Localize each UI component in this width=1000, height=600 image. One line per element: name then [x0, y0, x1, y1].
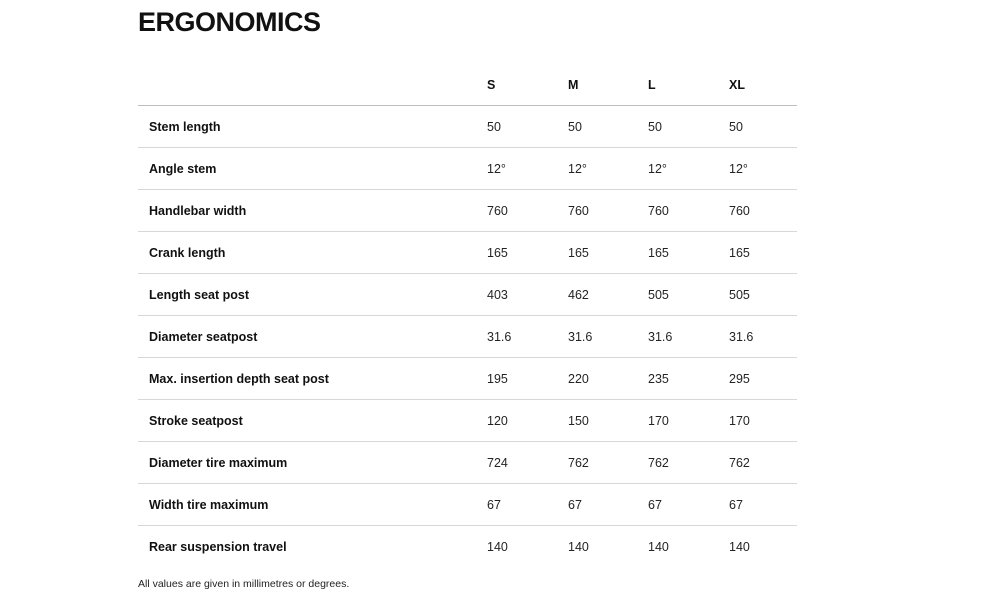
- cell-s: 31.6: [487, 329, 512, 344]
- cell-xl: 762: [729, 455, 750, 470]
- row-label: Max. insertion depth seat post: [149, 371, 329, 386]
- cell-m: 462: [568, 287, 589, 302]
- cell-l: 165: [648, 245, 669, 260]
- row-label: Handlebar width: [149, 203, 247, 218]
- cell-s: 195: [487, 371, 508, 386]
- cell-xl: 165: [729, 245, 750, 260]
- cell-m: 50: [568, 119, 582, 134]
- row-label: Width tire maximum: [149, 497, 269, 512]
- cell-s: 140: [487, 540, 508, 554]
- cell-xl: 140: [729, 540, 750, 554]
- cell-xl: 505: [729, 287, 750, 302]
- table-row: Max. insertion depth seat post 195 220 2…: [138, 358, 797, 400]
- table-row: Stem length 50 50 50 50: [138, 106, 797, 148]
- cell-m: 140: [568, 540, 589, 554]
- table-row: Crank length 165 165 165 165: [138, 232, 797, 274]
- cell-m: 760: [568, 203, 589, 218]
- column-header-xl: XL: [729, 78, 745, 92]
- cell-l: 762: [648, 455, 669, 470]
- cell-s: 403: [487, 287, 508, 302]
- table-row: Handlebar width 760 760 760 760: [138, 190, 797, 232]
- cell-s: 760: [487, 203, 508, 218]
- row-label: Rear suspension travel: [149, 540, 287, 554]
- column-header-s: S: [487, 78, 496, 92]
- footnote: All values are given in millimetres or d…: [138, 578, 350, 590]
- cell-xl: 50: [729, 119, 743, 134]
- cell-s: 120: [487, 413, 508, 428]
- cell-xl: 12°: [729, 161, 748, 176]
- table-row: Length seat post 403 462 505 505: [138, 274, 797, 316]
- table-row: Diameter seatpost 31.6 31.6 31.6 31.6: [138, 316, 797, 358]
- row-label: Length seat post: [149, 287, 250, 302]
- cell-s: 12°: [487, 161, 506, 176]
- page-title: ERGONOMICS: [138, 7, 321, 37]
- table-row: Angle stem 12° 12° 12° 12°: [138, 148, 797, 190]
- cell-l: 760: [648, 203, 669, 218]
- row-label: Crank length: [149, 245, 226, 260]
- cell-l: 12°: [648, 161, 667, 176]
- cell-m: 762: [568, 455, 589, 470]
- row-label: Diameter seatpost: [149, 329, 258, 344]
- table-row: Diameter tire maximum 724 762 762 762: [138, 442, 797, 484]
- ergonomics-table: S M L XL Stem length 50 50 50 50 Angle s…: [138, 65, 797, 568]
- cell-s: 165: [487, 245, 508, 260]
- cell-m: 150: [568, 413, 589, 428]
- cell-l: 67: [648, 497, 662, 512]
- cell-s: 50: [487, 119, 501, 134]
- cell-l: 170: [648, 413, 669, 428]
- cell-m: 220: [568, 371, 589, 386]
- table-header-row: S M L XL: [138, 65, 797, 106]
- column-header-m: M: [568, 78, 579, 92]
- row-label: Stroke seatpost: [149, 413, 243, 428]
- cell-l: 505: [648, 287, 669, 302]
- cell-l: 50: [648, 119, 662, 134]
- table-row: Rear suspension travel 140 140 140 140: [138, 526, 797, 568]
- row-label: Diameter tire maximum: [149, 455, 288, 470]
- cell-xl: 67: [729, 497, 743, 512]
- table-row: Width tire maximum 67 67 67 67: [138, 484, 797, 526]
- cell-l: 235: [648, 371, 669, 386]
- table-row: Stroke seatpost 120 150 170 170: [138, 400, 797, 442]
- cell-l: 31.6: [648, 329, 673, 344]
- cell-s: 724: [487, 455, 508, 470]
- row-label: Stem length: [149, 119, 221, 134]
- cell-m: 165: [568, 245, 589, 260]
- cell-xl: 170: [729, 413, 750, 428]
- row-label: Angle stem: [149, 161, 217, 176]
- cell-l: 140: [648, 540, 669, 554]
- column-header-l: L: [648, 78, 656, 92]
- cell-m: 67: [568, 497, 582, 512]
- cell-xl: 760: [729, 203, 750, 218]
- cell-xl: 31.6: [729, 329, 754, 344]
- cell-m: 31.6: [568, 329, 593, 344]
- table-body: Stem length 50 50 50 50 Angle stem 12° 1…: [138, 106, 797, 568]
- cell-s: 67: [487, 497, 501, 512]
- cell-xl: 295: [729, 371, 750, 386]
- cell-m: 12°: [568, 161, 587, 176]
